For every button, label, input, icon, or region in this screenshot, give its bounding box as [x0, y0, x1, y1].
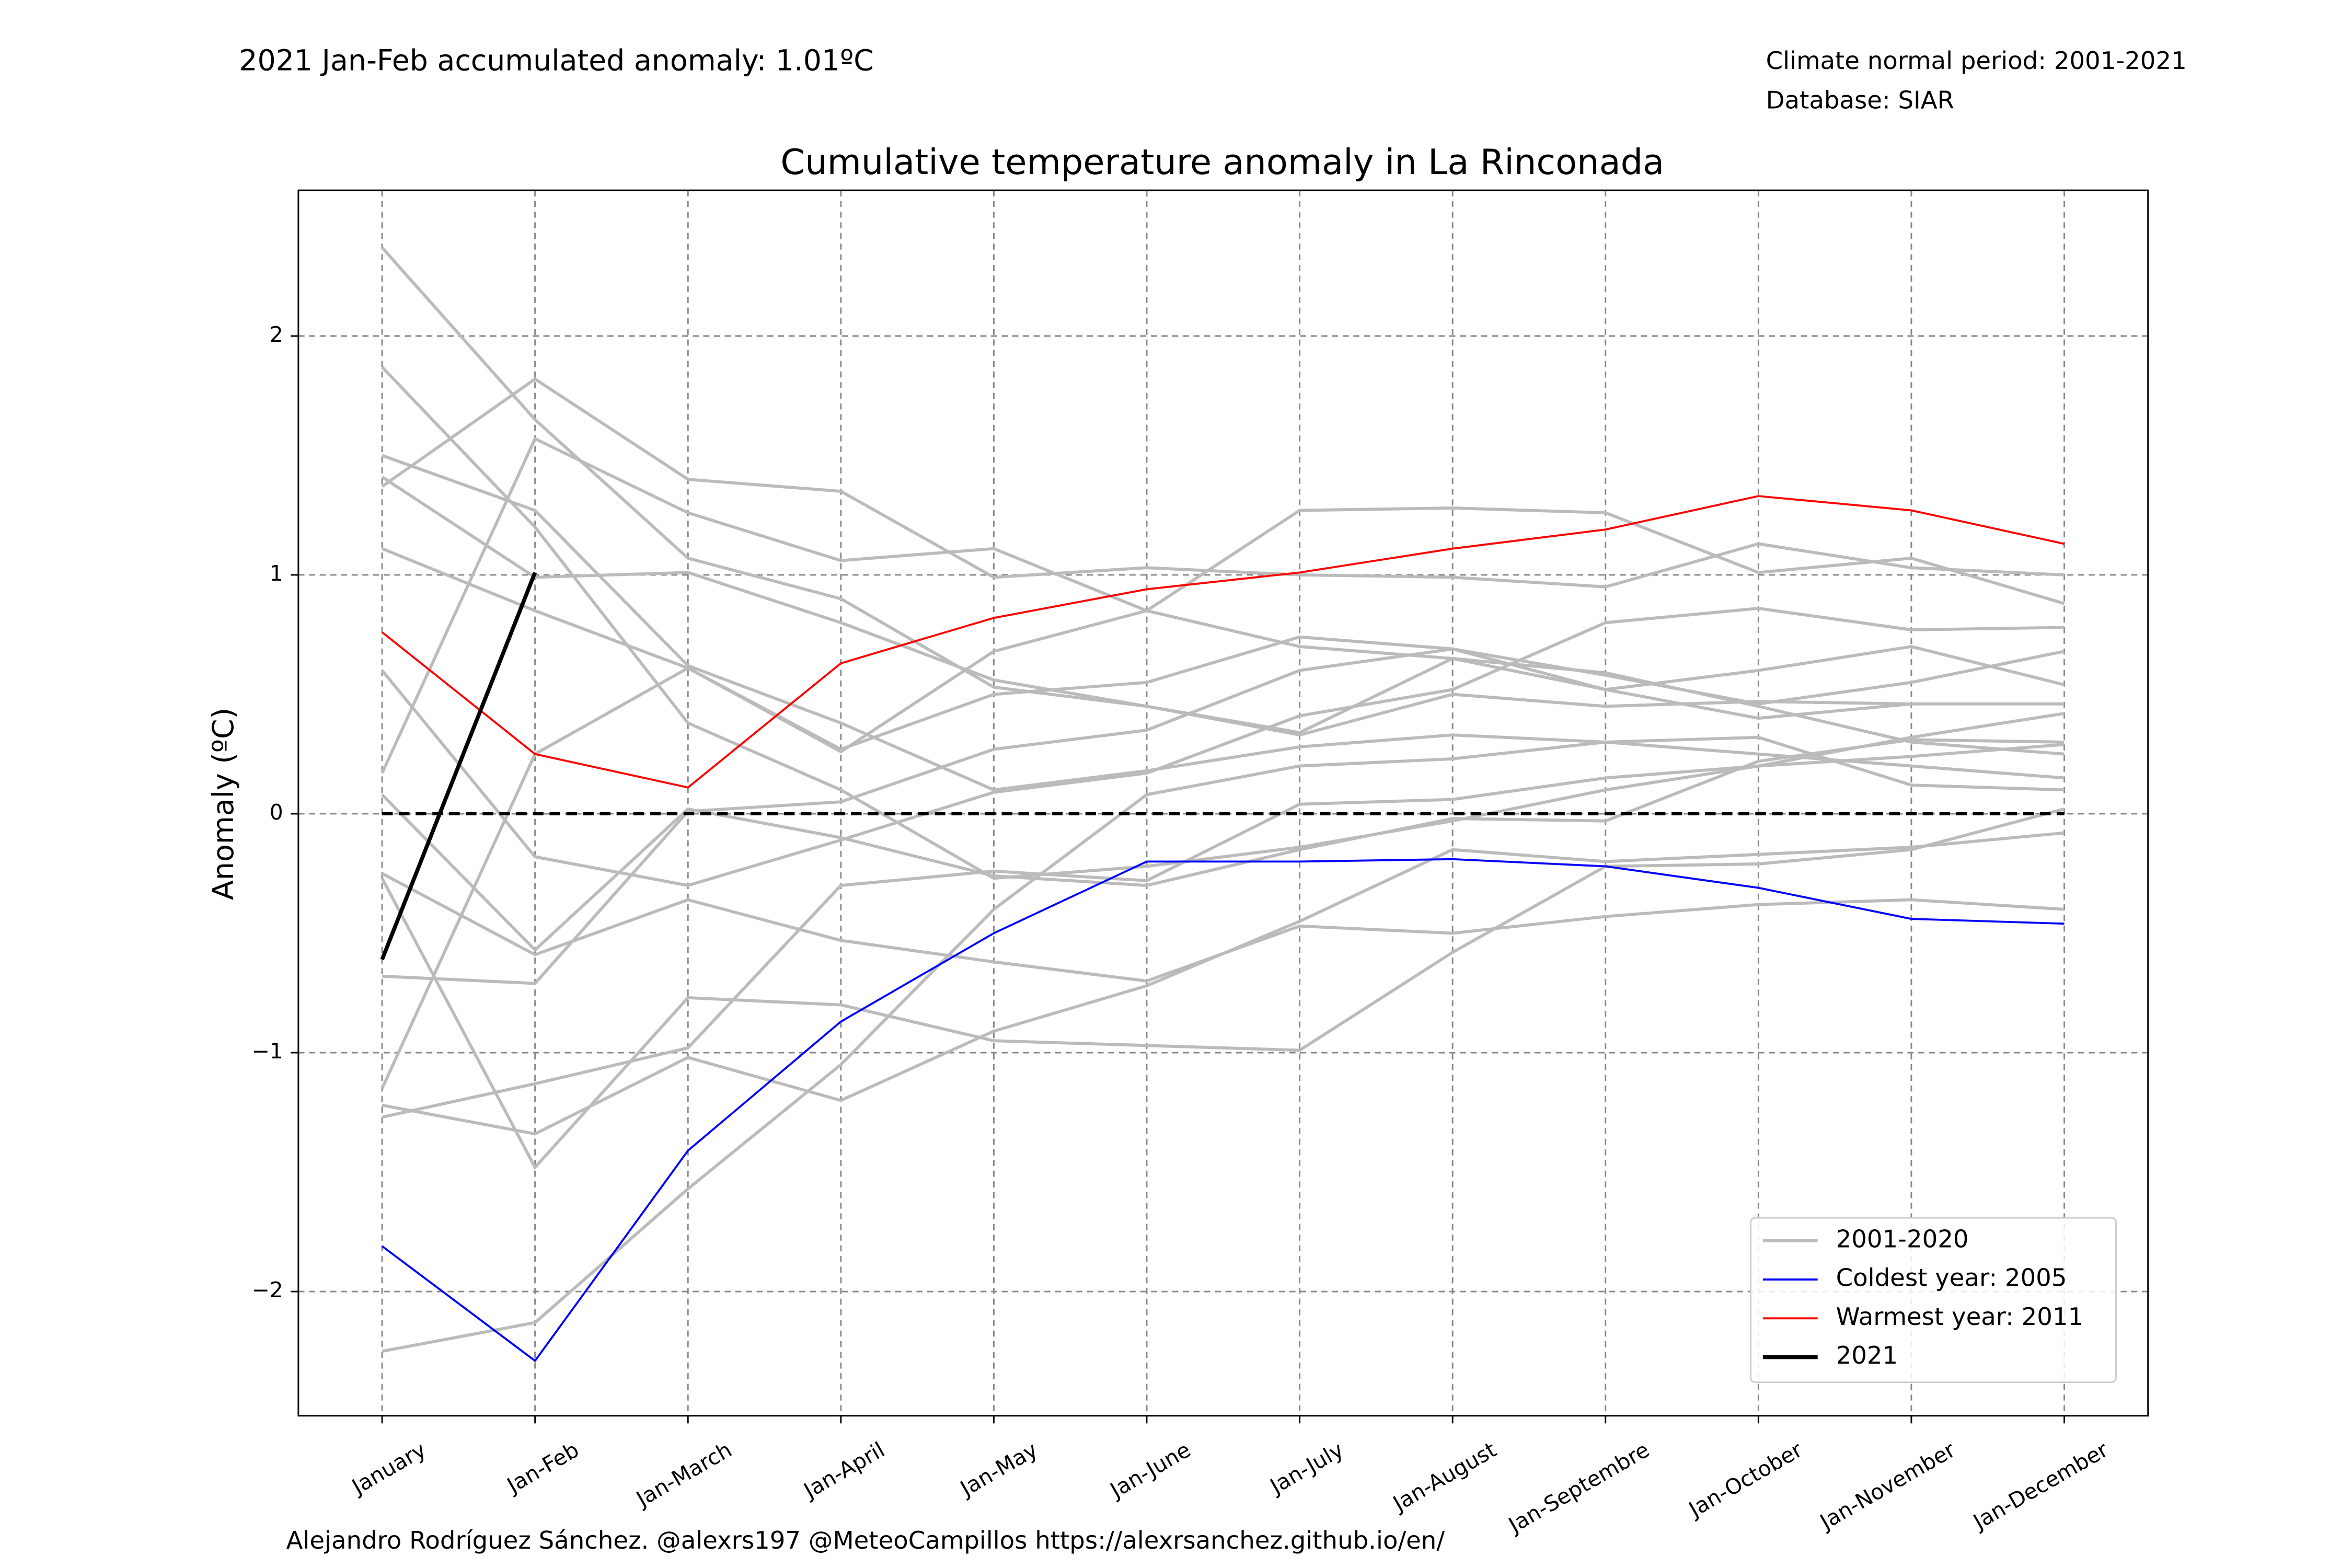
y-tick-label: −2 [252, 1277, 283, 1302]
series-line [382, 647, 2065, 985]
series-line [381, 635, 2065, 1089]
y-tick-label: 0 [270, 800, 283, 825]
series-line [381, 606, 2065, 887]
series-line [381, 366, 2065, 880]
series-line [381, 858, 2065, 1363]
chart-title: Cumulative temperature anomaly in La Rin… [780, 142, 1664, 182]
series-line [382, 743, 2065, 1119]
y-axis-label: Anomaly (ºC) [207, 708, 240, 900]
y-tick-label: −1 [252, 1039, 283, 1064]
series-line [381, 495, 2065, 789]
legend-label: Coldest year: 2005 [1836, 1264, 2067, 1292]
legend-label: 2001-2020 [1836, 1225, 1969, 1253]
note: Climate normal period: 2001-2021 [1766, 47, 2187, 75]
legend-label: 2021 [1836, 1341, 1898, 1369]
series-line [382, 735, 2065, 1353]
series-line [381, 377, 2065, 589]
series-line [380, 571, 537, 961]
series-line [382, 831, 2065, 1136]
series-line [382, 454, 2065, 792]
y-tick-label: 2 [270, 322, 283, 347]
legend-label: Warmest year: 2011 [1836, 1302, 2084, 1331]
series-line [381, 506, 2065, 754]
series-line [381, 738, 2065, 952]
legend-box [1750, 1217, 2117, 1383]
plot-frame [297, 189, 2149, 1417]
series-line [381, 476, 2065, 756]
series-line [381, 436, 2065, 774]
y-tick-label: 1 [270, 561, 283, 586]
series-line [381, 808, 2065, 1170]
note: Database: SIAR [1766, 86, 1954, 114]
footer: Alejandro Rodríguez Sánchez. @alexrs197 … [286, 1526, 1445, 1554]
annotation: 2021 Jan-Feb accumulated anomaly: 1.01ºC [239, 44, 874, 78]
